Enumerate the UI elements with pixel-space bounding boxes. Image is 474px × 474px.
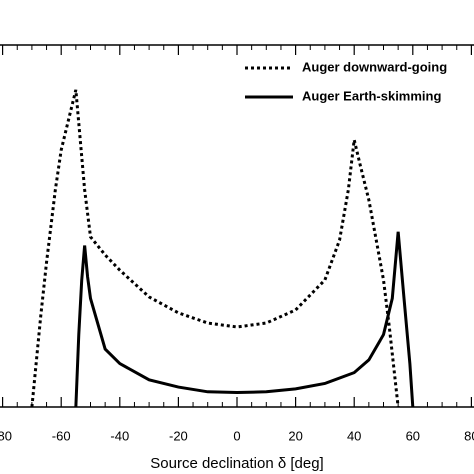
x-tick-label: -40	[110, 428, 129, 443]
x-tick-label: -20	[169, 428, 188, 443]
x-tick-label: 60	[406, 428, 420, 443]
x-tick-label: 20	[288, 428, 302, 443]
series-line	[30, 89, 400, 408]
legend-label: Auger downward-going	[302, 59, 447, 74]
legend-label: Auger Earth-skimming	[302, 88, 441, 103]
x-axis-label: Source declination δ [deg]	[150, 455, 323, 472]
series-line	[74, 231, 415, 408]
x-tick-label: 40	[347, 428, 361, 443]
x-tick-label: -80	[0, 428, 12, 443]
x-tick-label: 0	[233, 428, 240, 443]
x-tick-label: -60	[52, 428, 71, 443]
x-tick-label: 80	[464, 428, 474, 443]
